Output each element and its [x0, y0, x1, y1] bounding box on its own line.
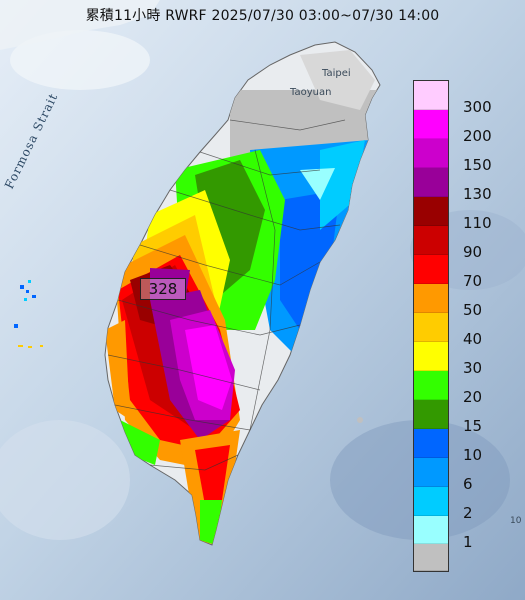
legend-swatch-70 [414, 255, 448, 284]
legend-label-110: 110 [463, 214, 492, 232]
place-label-taoyuan: Taoyuan [290, 87, 332, 98]
legend-swatch-30 [414, 342, 448, 371]
legend-swatch-6 [414, 458, 448, 487]
legend-label-6: 6 [463, 475, 473, 493]
legend-swatch-2 [414, 487, 448, 516]
legend-label-30: 30 [463, 359, 483, 377]
legend-label-200: 200 [463, 127, 492, 145]
place-label-taipei: Taipei [322, 68, 351, 79]
legend-label-1: 1 [463, 533, 473, 551]
legend-label-50: 50 [463, 301, 483, 319]
legend-label-2: 2 [463, 504, 473, 522]
legend-swatch-50 [414, 284, 448, 313]
legend-label-300: 300 [463, 98, 492, 116]
legend-label-10: 10 [463, 446, 483, 464]
legend-label-70: 70 [463, 272, 483, 290]
legend-swatch-130 [414, 168, 448, 197]
legend-swatch-below-1 [414, 544, 448, 571]
legend-swatch-40 [414, 313, 448, 342]
legend-color-bar [413, 80, 449, 572]
legend-swatch-10 [414, 429, 448, 458]
rainfall-legend: 300 200 150 130 110 90 70 50 40 30 20 15… [413, 80, 513, 572]
legend-swatch-15 [414, 400, 448, 429]
legend-swatch-150 [414, 139, 448, 168]
legend-swatch-20 [414, 371, 448, 400]
max-rainfall-label: 328 [140, 278, 186, 300]
edge-mark-label: 10 [510, 516, 522, 526]
legend-swatch-300 [414, 81, 448, 110]
legend-label-130: 130 [463, 185, 492, 203]
legend-label-150: 150 [463, 156, 492, 174]
legend-label-40: 40 [463, 330, 483, 348]
map-title: 累積11小時 RWRF 2025/07/30 03:00~07/30 14:00 [85, 8, 440, 24]
legend-label-20: 20 [463, 388, 483, 406]
legend-label-15: 15 [463, 417, 483, 435]
legend-swatch-1 [414, 516, 448, 544]
legend-swatch-90 [414, 226, 448, 255]
legend-label-90: 90 [463, 243, 483, 261]
legend-swatch-200 [414, 110, 448, 139]
legend-swatch-110 [414, 197, 448, 226]
